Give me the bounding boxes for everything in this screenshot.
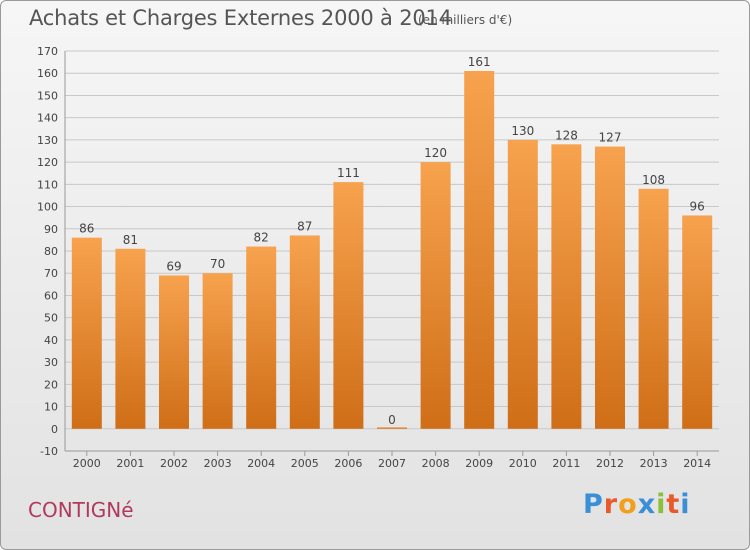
data-label-2005: 87 <box>297 219 312 233</box>
y-tick-label: 170 <box>37 45 58 58</box>
y-tick-label: 40 <box>44 334 58 347</box>
data-label-2000: 86 <box>79 222 94 236</box>
data-label-2002: 69 <box>166 259 181 273</box>
y-tick-label: 150 <box>37 89 58 102</box>
data-labels: 86 81 69 70 82 87 111 0 120 161 130 128 127 108 96 <box>79 55 705 427</box>
bar-2003 <box>202 273 233 429</box>
y-tick-label: 20 <box>44 378 58 391</box>
brand-logo: Proxiti <box>583 489 691 520</box>
data-label-2009: 161 <box>468 55 491 69</box>
data-label-2013: 108 <box>642 173 665 187</box>
y-tick-label: -10 <box>40 445 58 458</box>
bar-2007 <box>377 427 407 429</box>
y-tick-label: 110 <box>37 178 58 191</box>
x-tick-label: 2002 <box>160 457 188 470</box>
x-tick-label: 2006 <box>334 457 362 470</box>
data-label-2012: 127 <box>599 131 622 145</box>
bar-2006 <box>333 182 364 429</box>
axes: -10 0 10 20 30 40 50 60 70 80 90 100 110 120 130 140 150… <box>37 45 719 470</box>
x-tick-label: 2009 <box>465 457 493 470</box>
bar-2009 <box>464 71 495 429</box>
x-tick-label: 2008 <box>422 457 450 470</box>
y-tick-label: 0 <box>51 423 58 436</box>
bar-2014 <box>682 215 713 429</box>
bar-2005 <box>289 235 320 429</box>
bars <box>71 71 713 429</box>
data-label-2008: 120 <box>424 146 447 160</box>
y-tick-label: 140 <box>37 112 58 125</box>
x-tick-label: 2014 <box>683 457 711 470</box>
y-tick-label: 50 <box>44 312 58 325</box>
bar-2011 <box>551 144 582 429</box>
data-label-2003: 70 <box>210 257 225 271</box>
x-tick-label: 2011 <box>552 457 580 470</box>
y-tick-label: 90 <box>44 223 58 236</box>
data-label-2006: 111 <box>337 166 360 180</box>
bar-2010 <box>507 139 538 429</box>
bar-2008 <box>420 162 451 429</box>
y-tick-label: 80 <box>44 245 58 258</box>
x-tick-label: 2010 <box>509 457 537 470</box>
data-label-2001: 81 <box>123 233 138 247</box>
x-tick-label: 2012 <box>596 457 624 470</box>
bar-2001 <box>115 248 146 429</box>
y-tick-label: 60 <box>44 289 58 302</box>
bar-2004 <box>246 246 277 429</box>
bar-2002 <box>159 275 189 429</box>
bar-2012 <box>595 146 625 429</box>
y-tick-label: 160 <box>37 67 58 80</box>
y-tick-label: 30 <box>44 356 58 369</box>
data-label-2011: 128 <box>555 128 578 142</box>
data-label-2004: 82 <box>254 231 269 245</box>
data-label-2014: 96 <box>690 199 705 213</box>
x-tick-label: 2005 <box>291 457 319 470</box>
x-tick-label: 2001 <box>116 457 144 470</box>
data-label-2007: 0 <box>388 413 396 427</box>
x-tick-label: 2000 <box>73 457 101 470</box>
chart-unit: (en milliers d'€) <box>418 13 513 27</box>
x-tick-label: 2003 <box>204 457 232 470</box>
x-tick-label: 2013 <box>640 457 668 470</box>
y-tick-label: 130 <box>37 134 58 147</box>
y-tick-label: 10 <box>44 401 58 414</box>
chart-title: Achats et Charges Externes 2000 à 2014 <box>29 6 452 30</box>
y-tick-label: 120 <box>37 156 58 169</box>
x-tick-label: 2007 <box>378 457 406 470</box>
x-tick-label: 2004 <box>247 457 275 470</box>
bar-2000 <box>71 237 102 429</box>
data-label-2010: 130 <box>511 124 534 138</box>
town-name: CONTIGNé <box>28 498 134 522</box>
y-tick-label: 70 <box>44 267 58 280</box>
y-tick-label: 100 <box>37 201 58 214</box>
bar-2013 <box>638 188 669 429</box>
